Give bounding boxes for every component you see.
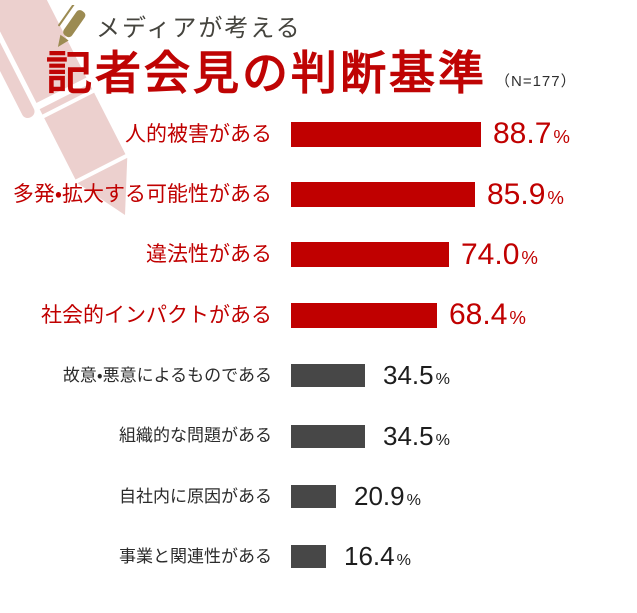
bar-value: 74.0% [461, 238, 538, 272]
bar-track: 68.4% [291, 298, 637, 332]
bar-label: 人的被害がある [125, 122, 272, 146]
bar-track: 88.7% [291, 117, 637, 151]
percent-sign: % [553, 126, 570, 148]
bar-fill [291, 182, 475, 208]
value-number: 88.7 [493, 117, 552, 151]
bar-row: 社会的インパクトがある 68.4% [0, 285, 637, 345]
header: メディアが考える 記者会見の判断基準 （N=177） [0, 0, 637, 100]
bar-label: 事業と関連性がある [119, 547, 272, 567]
bar-row: 自社内に原因がある 20.9% [0, 466, 637, 526]
bar-track: 34.5% [291, 360, 637, 391]
value-number: 20.9 [354, 481, 405, 512]
percent-sign: % [521, 246, 538, 268]
bar-value: 68.4% [449, 298, 526, 332]
percent-sign: % [509, 307, 526, 329]
percent-sign: % [406, 491, 421, 510]
bar-row: 人的被害がある 88.7% [0, 104, 637, 164]
bar-row: 故意・悪意によるものである 34.5% [0, 346, 637, 406]
percent-sign: % [435, 370, 450, 389]
bar-label: 組織的な問題がある [119, 426, 272, 446]
eyebrow-row: メディアが考える [0, 0, 637, 49]
percent-sign: % [547, 186, 564, 208]
bar-value: 20.9% [354, 481, 421, 512]
bar-track: 74.0% [291, 238, 637, 272]
bar-fill [291, 424, 365, 448]
value-number: 16.4 [344, 541, 395, 572]
bar-value: 88.7% [493, 117, 570, 151]
bar-fill [291, 302, 437, 328]
bar-value: 34.5% [383, 421, 450, 452]
bar-label: 故意・悪意によるものである [62, 365, 272, 385]
bar-fill [291, 121, 481, 147]
sample-size: （N=177） [495, 72, 577, 90]
bar-row: 違法性がある 74.0% [0, 225, 637, 285]
bar-row: 多発・拡大する可能性がある 85.9% [0, 164, 637, 224]
eyebrow-text: メディアが考える [96, 14, 302, 42]
bar-fill [291, 485, 336, 509]
value-number: 68.4 [449, 298, 508, 332]
bar-track: 34.5% [291, 421, 637, 452]
percent-sign: % [396, 551, 411, 570]
bar-fill [291, 242, 449, 268]
bar-value: 85.9% [487, 178, 564, 212]
bar-fill [291, 364, 365, 388]
bar-track: 20.9% [291, 481, 637, 512]
bar-value: 34.5% [383, 360, 450, 391]
bar-track: 85.9% [291, 178, 637, 212]
bar-value: 16.4% [344, 541, 411, 572]
bar-row: 事業と関連性がある 16.4% [0, 527, 637, 587]
gold-pen-icon [57, 5, 86, 48]
value-number: 34.5 [383, 360, 434, 391]
value-number: 85.9 [487, 177, 546, 211]
bar-chart: 人的被害がある 88.7% 多発・拡大する可能性がある 85.9% 違法性がある… [0, 104, 637, 587]
bar-fill [291, 545, 326, 569]
bar-track: 16.4% [291, 541, 637, 572]
title-row: 記者会見の判断基準 （N=177） [0, 46, 637, 100]
value-number: 74.0 [461, 237, 520, 271]
bar-label: 違法性がある [146, 243, 272, 267]
page-title: 記者会見の判断基準 [46, 46, 487, 100]
bar-label: 自社内に原因がある [119, 486, 272, 506]
percent-sign: % [435, 430, 450, 449]
value-number: 34.5 [383, 420, 434, 451]
bar-label: 多発・拡大する可能性がある [12, 183, 272, 207]
bar-label: 社会的インパクトがある [41, 303, 272, 327]
bar-row: 組織的な問題がある 34.5% [0, 406, 637, 466]
